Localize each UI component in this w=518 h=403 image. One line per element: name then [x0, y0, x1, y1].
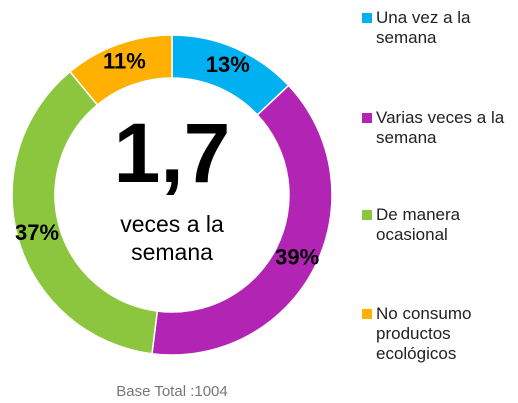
center-text: veces a la semana	[120, 211, 224, 265]
data-label: 11%	[103, 49, 146, 74]
footnote: Base Total :1004	[116, 383, 228, 400]
legend-label: De manera ocasional	[376, 205, 461, 244]
legend-swatch	[362, 13, 372, 23]
center-value: 1,7	[113, 106, 231, 200]
data-label: 37%	[15, 220, 59, 245]
data-label: 39%	[275, 245, 319, 270]
legend-swatch	[362, 309, 372, 319]
legend-swatch	[362, 113, 372, 123]
donut-segment	[151, 84, 333, 356]
donut-segment	[68, 34, 173, 106]
legend-swatch	[362, 210, 372, 220]
legend-label: No consumo productos ecológicos	[376, 304, 472, 363]
legend-label: Una vez a la semana	[376, 8, 471, 47]
legend-label: Varias veces a la semana	[376, 108, 505, 147]
donut-segment	[11, 70, 159, 355]
data-label: 13%	[206, 52, 250, 77]
